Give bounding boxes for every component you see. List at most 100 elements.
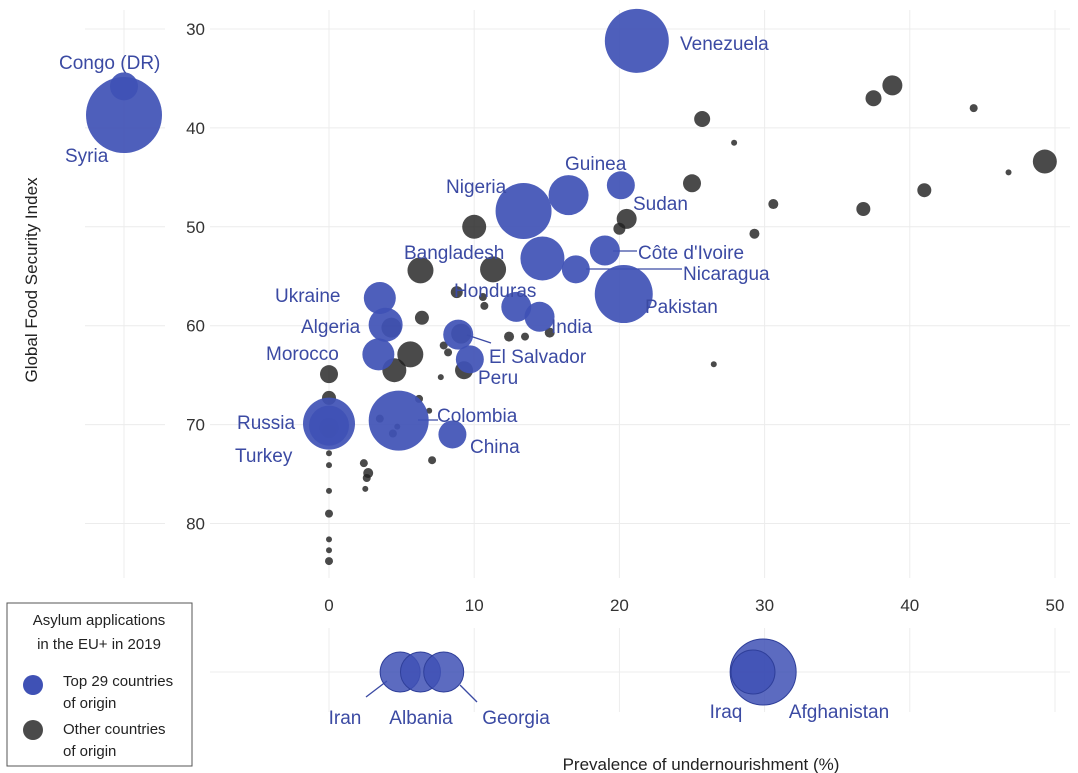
- country-label: Sudan: [633, 194, 688, 215]
- top-country-point: [501, 291, 532, 322]
- legend: Asylum applications in the EU+ in 2019 T…: [6, 602, 193, 767]
- country-label: Congo (DR): [59, 53, 160, 74]
- top-country-point: [495, 182, 552, 239]
- other-country-point: [710, 361, 717, 368]
- other-country-point: [462, 214, 487, 239]
- country-label: Colombia: [437, 406, 518, 427]
- legend-other-swatch: [23, 720, 43, 740]
- x-tick-label: 40: [900, 596, 919, 615]
- top-country-point: [524, 301, 555, 332]
- no-gfsi-point: [730, 649, 776, 695]
- top-country-point: [368, 390, 429, 451]
- other-country-point: [326, 450, 332, 457]
- y-tick-label: 30: [186, 20, 205, 39]
- data-points: [86, 8, 1057, 706]
- y-tick-label: 40: [186, 119, 205, 138]
- top-country-point: [368, 307, 403, 342]
- other-country-point: [1032, 149, 1057, 174]
- leader-line: [459, 684, 478, 703]
- top-country-point: [594, 265, 653, 324]
- other-country-point: [1005, 169, 1012, 176]
- other-country-point: [326, 487, 332, 494]
- y-tick-label: 80: [186, 515, 205, 534]
- other-country-point: [480, 256, 507, 283]
- legend-title-line-2: in the EU+ in 2019: [37, 636, 161, 653]
- no-undernourishment-point: [110, 72, 138, 101]
- other-country-point: [450, 286, 463, 299]
- country-label: Peru: [478, 368, 518, 389]
- other-country-point: [325, 557, 333, 566]
- country-label: China: [470, 437, 520, 458]
- other-country-point: [444, 348, 453, 357]
- other-country-point: [917, 183, 932, 198]
- x-tick-label: 0: [324, 596, 333, 615]
- top-country-point: [455, 345, 484, 374]
- legend-top-line-2: of origin: [63, 695, 116, 712]
- other-country-point: [428, 456, 437, 465]
- country-label: Pakistan: [645, 297, 718, 318]
- other-country-point: [865, 90, 882, 107]
- x-axis-title: Prevalence of undernourishment (%): [563, 755, 840, 773]
- other-country-point: [768, 199, 779, 210]
- country-label: Bangladesh: [404, 243, 504, 264]
- top-country-point: [363, 282, 396, 315]
- top-country-point: [606, 171, 635, 200]
- other-country-point: [694, 110, 711, 127]
- other-country-point: [359, 459, 368, 468]
- other-country-point: [437, 374, 444, 381]
- y-tick-label: 50: [186, 218, 205, 237]
- other-country-point: [731, 139, 738, 146]
- other-country-point: [504, 331, 515, 342]
- other-country-point: [407, 257, 434, 284]
- other-country-point: [362, 474, 371, 483]
- top-country-point: [309, 405, 349, 446]
- x-tick-label: 20: [610, 596, 629, 615]
- country-label: El Salvador: [489, 347, 587, 368]
- x-tick-label: 30: [755, 596, 774, 615]
- top-country-point: [520, 236, 565, 281]
- legend-other-line-1: Other countries: [63, 721, 166, 738]
- country-label: Iran: [329, 708, 362, 729]
- country-label: Guinea: [565, 154, 627, 175]
- no-undernourishment-point: [86, 77, 162, 154]
- x-tick-label: 10: [465, 596, 484, 615]
- other-country-point: [326, 547, 332, 554]
- country-label: Honduras: [454, 281, 536, 302]
- y-axis-title: Global Food Security Index: [22, 177, 41, 383]
- country-label: India: [551, 317, 593, 338]
- other-country-point: [326, 536, 332, 543]
- other-country-point: [414, 310, 429, 325]
- top-country-point: [443, 319, 474, 350]
- country-label: Nigeria: [446, 177, 507, 198]
- top-country-point: [548, 175, 589, 216]
- top-country-point: [438, 420, 467, 449]
- country-label: Côte d'Ivoire: [638, 243, 744, 264]
- no-gfsi-point: [423, 651, 465, 693]
- legend-other-line-2: of origin: [63, 743, 116, 760]
- other-country-point: [544, 327, 555, 338]
- top-country-point: [604, 8, 669, 73]
- country-label: Turkey: [235, 446, 293, 467]
- country-label: Syria: [65, 146, 109, 167]
- country-labels: Venezuela Guinea Sudan Nigeria Côte d'Ivoire…: [59, 34, 889, 729]
- country-label: Iraq: [710, 702, 743, 723]
- country-label: Algeria: [301, 317, 361, 338]
- other-country-point: [480, 301, 489, 310]
- other-country-point: [439, 341, 448, 350]
- other-country-point: [749, 228, 760, 239]
- tick-labels: 0 10 20 30 40 50 30 40 50 60 70 80: [186, 20, 1064, 615]
- country-label: Morocco: [266, 344, 339, 365]
- other-country-point: [325, 509, 333, 518]
- other-country-point: [362, 485, 369, 492]
- legend-top-swatch: [23, 675, 43, 695]
- legend-title-line-1: Asylum applications: [33, 612, 166, 629]
- top-country-point: [561, 255, 590, 284]
- country-label: Venezuela: [680, 34, 769, 55]
- y-tick-label: 60: [186, 317, 205, 336]
- top-country-point: [362, 338, 395, 371]
- other-country-point: [397, 341, 424, 368]
- country-label: Georgia: [482, 708, 550, 729]
- country-label: Ukraine: [275, 286, 340, 307]
- other-country-point: [478, 293, 487, 302]
- other-country-point: [969, 104, 978, 113]
